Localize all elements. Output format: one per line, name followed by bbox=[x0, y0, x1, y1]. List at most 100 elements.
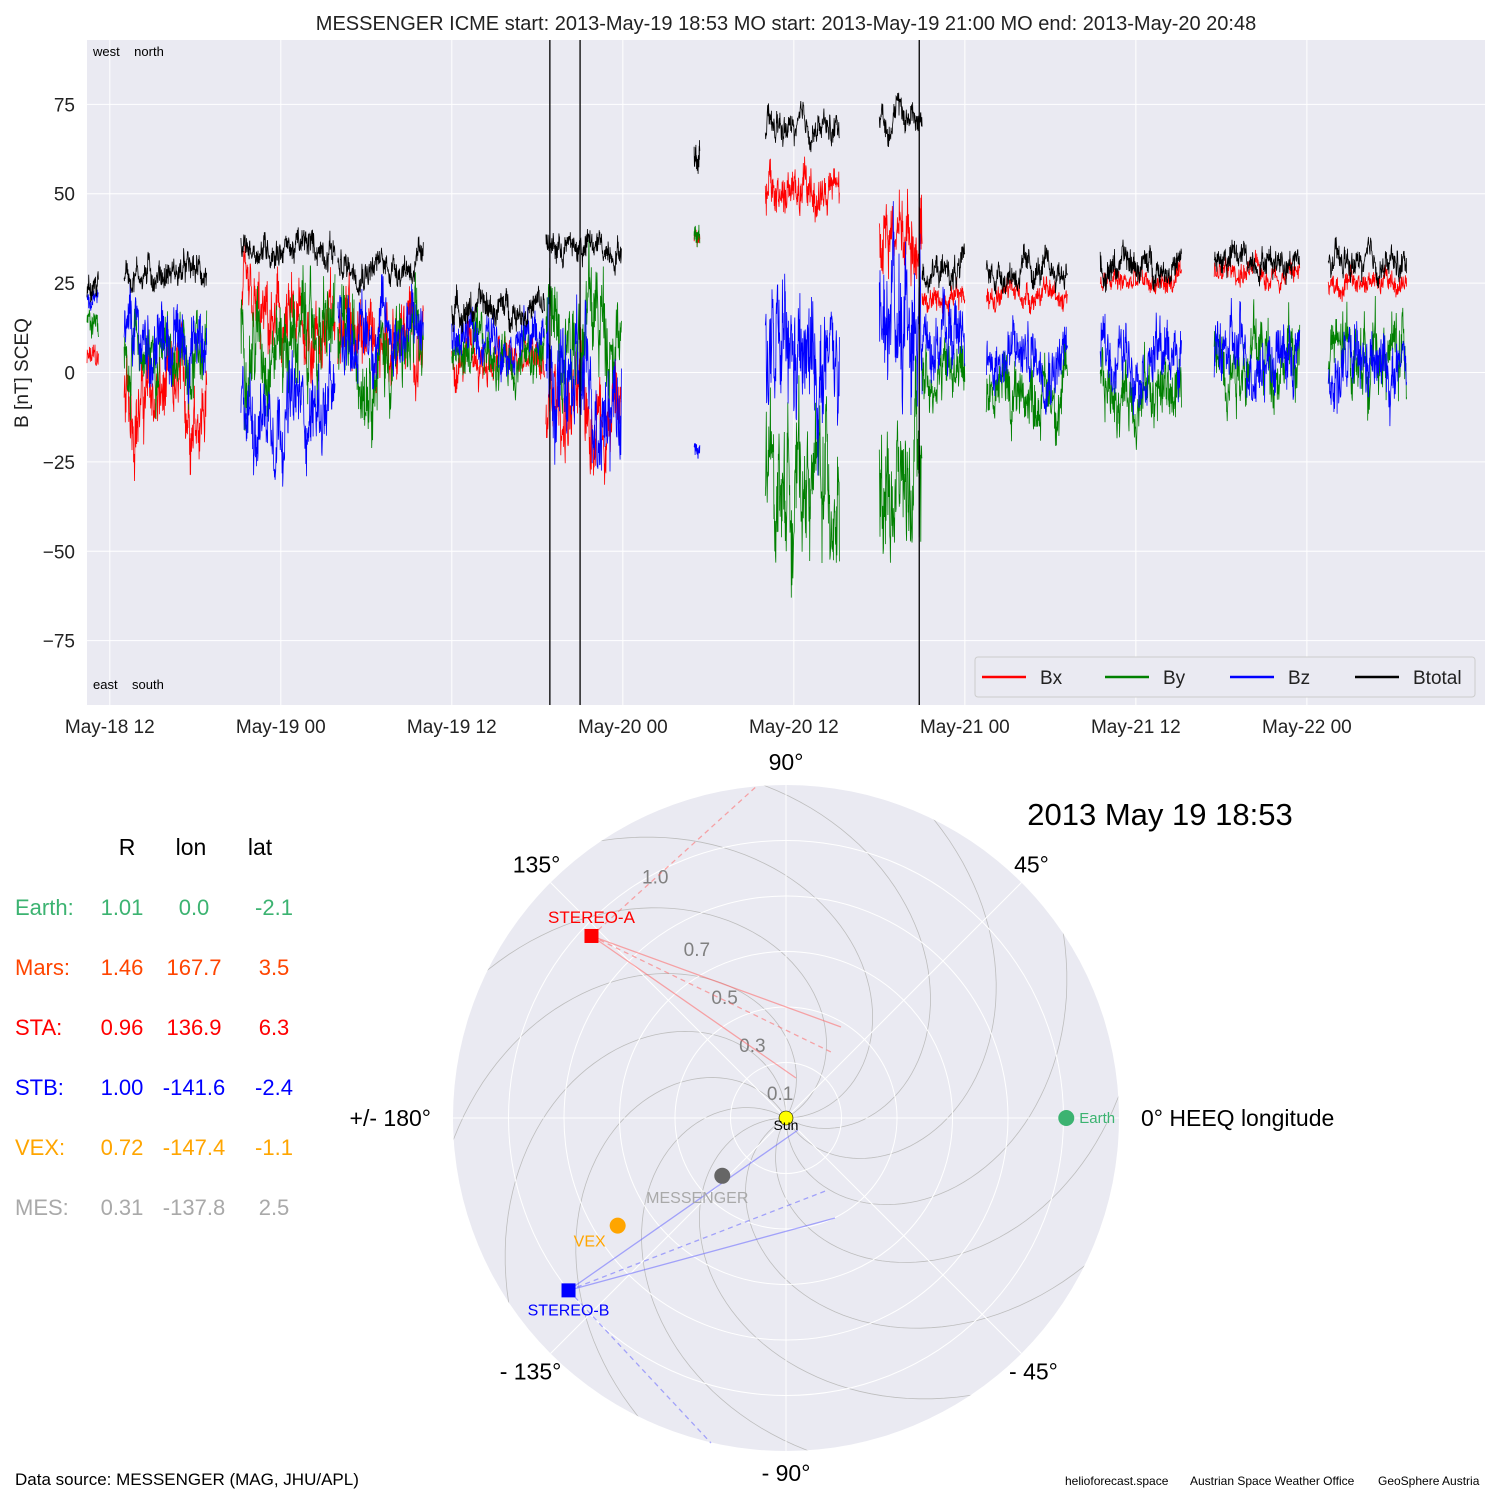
by-trace bbox=[693, 224, 701, 248]
parker-spiral bbox=[785, 799, 997, 1159]
table-header-r: R bbox=[119, 834, 136, 860]
angle-label: 135° bbox=[513, 852, 561, 878]
table-cell-lat: -2.4 bbox=[255, 1075, 293, 1100]
angle-label: - 90° bbox=[762, 1460, 811, 1486]
x-tick-label: May-22 00 bbox=[1262, 717, 1352, 738]
angle-tick-labels: 90° 45° 0° HEEQ longitude - 45° - 90° - 135° +… bbox=[350, 749, 1335, 1486]
table-cell-r: 1.01 bbox=[101, 895, 144, 920]
btotal-trace bbox=[764, 100, 840, 153]
table-row-name: Earth: bbox=[15, 895, 74, 920]
sun-label: Sun bbox=[774, 1117, 799, 1133]
bx-trace bbox=[123, 321, 208, 482]
table-row-name: VEX: bbox=[15, 1135, 65, 1160]
parker-spiral bbox=[785, 907, 1068, 1206]
vex-marker bbox=[609, 1217, 626, 1234]
field-traces bbox=[86, 92, 1407, 598]
event-lines bbox=[549, 40, 920, 705]
btotal-trace bbox=[337, 236, 424, 296]
field-of-view-lines bbox=[568, 784, 842, 1444]
table-cell-lat: 6.3 bbox=[259, 1015, 290, 1040]
by-trace bbox=[764, 375, 840, 598]
angle-label: - 45° bbox=[1009, 1358, 1058, 1384]
btotal-trace bbox=[693, 140, 701, 174]
stereo-a-marker bbox=[584, 928, 599, 943]
btotal-trace bbox=[451, 282, 545, 334]
bx-trace bbox=[337, 272, 424, 402]
table-cell-lon: 136.9 bbox=[166, 1015, 221, 1040]
table-row-name: Mars: bbox=[15, 955, 70, 980]
x-tick-label: May-20 12 bbox=[749, 717, 839, 738]
bz-trace bbox=[1099, 312, 1182, 416]
btotal-trace bbox=[545, 228, 622, 276]
x-tick-labels: May-18 12 May-19 00 May-19 12 May-20 00 May-… bbox=[65, 717, 1352, 738]
by-trace bbox=[240, 265, 336, 434]
legend-box bbox=[974, 656, 1476, 698]
table-cell-lon: -147.4 bbox=[163, 1135, 225, 1160]
bz-trace bbox=[878, 201, 923, 416]
stereo-b-label: STEREO-B bbox=[528, 1302, 610, 1319]
y-tick-label: −50 bbox=[43, 542, 75, 563]
stereo-a-fov-line bbox=[591, 784, 759, 937]
bx-trace bbox=[86, 344, 99, 366]
legend: Bx By Bz Btotal bbox=[974, 656, 1476, 698]
table-cell-lon: 0.0 bbox=[179, 895, 210, 920]
figure-title: MESSENGER ICME start: 2013-May-19 18:53 … bbox=[316, 13, 1256, 35]
bz-trace bbox=[693, 443, 701, 459]
table-row-name: STB: bbox=[15, 1075, 64, 1100]
stereo-b-fov-line bbox=[568, 1289, 712, 1444]
stereo-b-fov-line bbox=[568, 1217, 836, 1291]
parker-spiral bbox=[698, 1117, 997, 1400]
table-cell-r: 0.72 bbox=[101, 1135, 144, 1160]
bodies: Sun Earth STEREO-A STEREO-B VEX MESSENGER bbox=[528, 908, 1116, 1319]
table-cell-r: 1.46 bbox=[101, 955, 144, 980]
x-tick-label: May-18 12 bbox=[65, 717, 155, 738]
polar-gridlines bbox=[453, 785, 1119, 1451]
by-trace bbox=[123, 300, 208, 421]
btotal-trace bbox=[921, 243, 966, 294]
y-axis-label: B [nT] SCEQ bbox=[12, 318, 33, 428]
vex-label: VEX bbox=[574, 1234, 606, 1251]
y-tick-labels: −75 −50 −25 0 25 50 75 bbox=[43, 95, 75, 652]
stereo-a-label: STEREO-A bbox=[548, 908, 636, 927]
data-source-text: Data source: MESSENGER (MAG, JHU/APL) bbox=[15, 1470, 359, 1489]
by-trace bbox=[985, 338, 1068, 446]
by-trace bbox=[451, 304, 545, 401]
angle-label: +/- 180° bbox=[350, 1105, 431, 1131]
bx-trace bbox=[1327, 264, 1407, 302]
angular-gridline bbox=[785, 882, 1022, 1119]
stereo-a-fov-line bbox=[591, 935, 842, 1028]
angular-gridline bbox=[785, 1117, 1022, 1354]
radial-tick-label: 0.7 bbox=[684, 940, 710, 961]
btotal-trace bbox=[123, 248, 208, 293]
corner-label-top: west north bbox=[92, 44, 164, 59]
stereo-b-fov-line bbox=[568, 1189, 829, 1291]
angular-gridline bbox=[550, 882, 787, 1119]
table-cell-lat: -1.1 bbox=[255, 1135, 293, 1160]
earth-marker bbox=[1058, 1110, 1075, 1126]
parker-spiral bbox=[575, 1077, 787, 1437]
bz-trace bbox=[1327, 321, 1407, 427]
y-tick-label: −25 bbox=[43, 453, 75, 474]
y-tick-label: −75 bbox=[43, 632, 75, 653]
btotal-trace bbox=[86, 271, 99, 303]
legend-label-by: By bbox=[1163, 668, 1186, 689]
x-tick-label: May-21 12 bbox=[1091, 717, 1181, 738]
polar-title: 2013 May 19 18:53 bbox=[1027, 797, 1292, 832]
table-row-name: MES: bbox=[15, 1195, 69, 1220]
credit-geosphere: GeoSphere Austria bbox=[1378, 1474, 1480, 1488]
btotal-trace bbox=[1099, 239, 1182, 293]
table-header-lat: lat bbox=[248, 834, 273, 860]
parker-spiral bbox=[739, 785, 931, 1129]
table-cell-r: 1.00 bbox=[101, 1075, 144, 1100]
radial-tick-label: 0.1 bbox=[767, 1084, 793, 1105]
angular-gridline bbox=[550, 1117, 787, 1354]
stereo-a-fov-line bbox=[591, 935, 797, 1079]
table-row-name: STA: bbox=[15, 1015, 62, 1040]
parker-spiral bbox=[775, 1071, 1119, 1263]
bx-trace bbox=[878, 188, 923, 287]
messenger-label: MESSENGER bbox=[646, 1190, 748, 1207]
radial-tick-label: 1.0 bbox=[642, 868, 668, 889]
by-trace bbox=[878, 355, 923, 563]
btotal-trace bbox=[240, 227, 336, 273]
